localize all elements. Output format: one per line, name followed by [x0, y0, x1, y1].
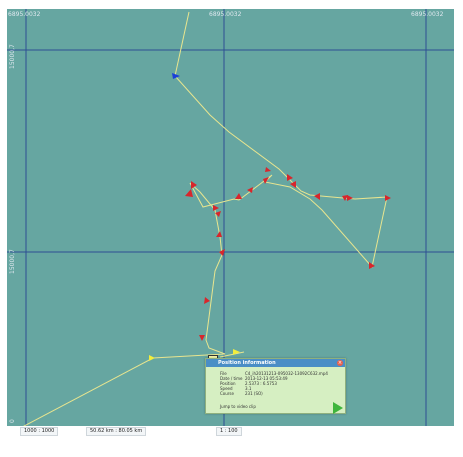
status-bar: 1000 : 1000 50.62 km : 80.05 km 1 : 100 — [0, 426, 463, 457]
track-marker — [287, 174, 293, 181]
track-marker — [215, 211, 221, 217]
track-marker — [199, 335, 205, 341]
track-marker — [342, 195, 348, 201]
top-strip — [0, 0, 463, 9]
track-marker — [263, 177, 269, 184]
current-position-marker — [149, 355, 155, 361]
popup-title: Position information — [206, 359, 345, 367]
track-marker — [314, 193, 320, 200]
track-marker — [347, 195, 353, 201]
close-icon[interactable]: × — [337, 360, 343, 366]
position-information-popup: Position information × File C4_ih2013121… — [205, 358, 346, 414]
popup-value: 2013-12-13 05:53:49 — [245, 376, 288, 381]
popup-row-datetime: Date / time 2013-12-13 05:53:49 — [220, 376, 287, 381]
track-marker — [385, 195, 391, 201]
map-coord-left: 15000,7 — [9, 249, 16, 274]
right-margin — [454, 9, 463, 426]
track-marker — [213, 205, 219, 211]
map-coord-top: 6895.0032 — [209, 11, 242, 18]
popup-label: Date / time — [220, 376, 243, 381]
track-marker — [204, 297, 210, 304]
popup-row-speed: Speed 3.1 — [220, 386, 251, 391]
jump-to-video-link[interactable]: Jump to video clip — [220, 404, 256, 409]
status-distance: 50.62 km : 80.05 km — [86, 427, 147, 436]
track-marker — [265, 167, 271, 172]
popup-row-position: Position 2.5373 : 6.5753 — [220, 381, 277, 386]
popup-value: 231 (SO) — [245, 391, 263, 396]
track-marker — [369, 262, 375, 269]
start-marker — [172, 73, 180, 79]
map-coord-top: 6895.0032 — [411, 11, 444, 18]
status-zoom: 1 : 100 — [216, 427, 242, 436]
track-marker — [290, 181, 296, 188]
current-position-marker — [233, 349, 240, 355]
popup-value: C4_ih20131213-095032-13092C632.mp4 — [245, 371, 328, 376]
map-svg — [7, 9, 454, 426]
track-marker — [216, 231, 222, 237]
popup-label: Speed — [220, 386, 233, 391]
map-coord-left: 15000,7 — [9, 44, 16, 69]
popup-value: 2.5373 : 6.5753 — [245, 381, 277, 386]
play-icon[interactable] — [333, 402, 343, 414]
map-canvas[interactable]: 6895.0032 6895.0032 6895.0032 15000,7 15… — [7, 9, 454, 426]
vessel-track-branch — [219, 351, 245, 358]
vessel-track — [23, 11, 388, 426]
status-scale: 1000 : 1000 — [20, 427, 59, 436]
map-coord-top: 6895.0032 — [8, 11, 41, 18]
track-marker — [219, 249, 225, 256]
popup-row-file: File C4_ih20131213-095032-13092C632.mp4 — [220, 371, 328, 376]
popup-label: Position — [220, 381, 236, 386]
track-marker — [247, 187, 253, 193]
popup-value: 3.1 — [245, 386, 252, 391]
track-markers — [185, 167, 391, 341]
track-marker — [185, 189, 193, 197]
track-marker — [235, 193, 242, 199]
popup-label: Course — [220, 391, 234, 396]
track-marker — [191, 181, 197, 189]
map-coord-left: 0 — [9, 419, 16, 423]
popup-row-course: Course 231 (SO) — [220, 391, 263, 396]
popup-label: File — [220, 371, 227, 376]
